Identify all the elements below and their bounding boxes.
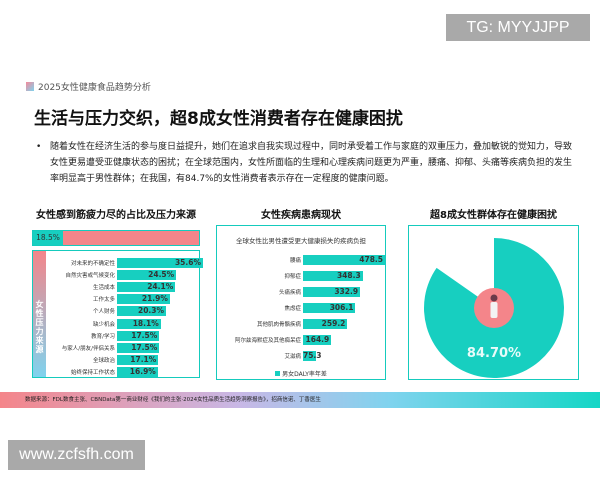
bar: 17.5% xyxy=(117,342,160,353)
row-label: 其他肌肉骨骼疾病 xyxy=(256,321,301,328)
stress-sources-chart: 女性压力来源 对未来的不确定性 35.6% 自然灾害或气候变化 24.5% 生活成本 24… xyxy=(32,250,203,378)
row-label: 与家人/朋友/伴侣关系 xyxy=(61,345,115,352)
row-label: 缺少机会 xyxy=(92,321,115,328)
row-label: 全球政治 xyxy=(92,358,115,365)
report-header: 2025女性健康食品趋势分析 xyxy=(26,80,151,93)
middle-chart-title: 女性疾病患病现状 xyxy=(261,210,341,221)
disease-row: 艾滋病 75.3 xyxy=(219,350,322,361)
health-issue-pie: 84.70% xyxy=(408,225,579,380)
legend-swatch xyxy=(275,371,281,376)
woman-figure-icon xyxy=(490,294,498,318)
row-label: 工作太多 xyxy=(92,297,115,304)
bar: 35.6% xyxy=(117,257,203,268)
pie-label: 84.70% xyxy=(467,346,521,361)
stress-row: 生活成本 24.1% xyxy=(47,281,176,292)
bar: 20.3% xyxy=(117,306,167,317)
row-label: 焦虑症 xyxy=(284,305,301,312)
legend-label: 男女DALY率年差 xyxy=(282,371,327,378)
exhausted-share-bar: 18.5% xyxy=(32,230,200,246)
row-label: 教育/学习 xyxy=(91,333,115,340)
bar: 259.2 xyxy=(303,318,348,329)
row-label: 生活成本 xyxy=(92,284,115,291)
stress-row: 与家人/朋友/伴侣关系 17.5% xyxy=(47,342,160,353)
stress-row: 对未来的不确定性 35.6% xyxy=(47,257,203,268)
row-label: 头痛疾病 xyxy=(278,289,301,296)
stress-row: 教育/学习 17.5% xyxy=(47,330,160,341)
stress-row: 缺少机会 18.1% xyxy=(47,318,161,329)
bar: 16.9% xyxy=(117,367,158,378)
bar: 306.1 xyxy=(303,302,356,313)
disease-row: 焦虑症 306.1 xyxy=(219,302,356,313)
stress-row: 自然灾害或气候变化 24.5% xyxy=(47,269,177,280)
watermark-bottom: www.zcfsfh.com xyxy=(8,440,145,470)
disease-row: 其他肌肉骨骼疾病 259.2 xyxy=(219,318,348,329)
disease-row: 抑郁症 348.3 xyxy=(219,270,363,281)
bar: 24.5% xyxy=(117,269,177,280)
bar: 348.3 xyxy=(303,270,363,281)
row-label: 抑郁症 xyxy=(284,273,301,280)
stress-row: 个人财务 20.3% xyxy=(47,306,167,317)
bar: 17.5% xyxy=(117,330,160,341)
watermark-top: TG: MYYJJPP xyxy=(446,14,590,41)
bar: 24.1% xyxy=(117,281,176,292)
bar: 18.1% xyxy=(117,318,161,329)
row-label: 艾滋病 xyxy=(284,353,301,360)
disease-row: 头痛疾病 332.9 xyxy=(219,286,361,297)
data-source-footer: 数据来源：FDL数食主张、CBNData第一商业财经《我们的主张·2024女性品… xyxy=(0,392,600,408)
bar: 21.9% xyxy=(117,294,170,305)
logo-icon xyxy=(26,82,34,91)
disease-chart: 全球女性比男性遭受更大健康损失的疾病负担 腰痛 478.5 抑郁症 348.3 头痛疾病… xyxy=(216,225,386,380)
side-label: 女性压力来源 xyxy=(33,251,46,377)
row-label: 腰痛 xyxy=(289,257,301,264)
row-label: 个人财务 xyxy=(92,309,115,316)
bar: 75.3 xyxy=(303,350,322,361)
stress-row: 工作太多 21.9% xyxy=(47,294,170,305)
bar: 17.1% xyxy=(117,355,159,366)
left-chart-title: 女性感到筋疲力尽的占比及压力来源 xyxy=(36,210,196,221)
pie-svg: 84.70% xyxy=(424,238,564,378)
stress-row: 全球政治 17.1% xyxy=(47,355,159,366)
legend: 男女DALY率年差 xyxy=(217,369,385,378)
exhausted-share-label: 18.5% xyxy=(33,231,63,245)
right-chart-title: 超8成女性群体存在健康困扰 xyxy=(430,210,557,221)
row-label: 对未来的不确定性 xyxy=(70,260,115,267)
row-label: 始终保持工作状态 xyxy=(70,370,115,377)
report-name: 2025女性健康食品趋势分析 xyxy=(38,83,151,93)
bar: 332.9 xyxy=(303,286,361,297)
page-title: 生活与压力交织，超8成女性消费者存在健康困扰 xyxy=(34,109,403,129)
disease-row: 腰痛 478.5 xyxy=(219,254,385,265)
row-label: 阿尔兹海默症及其他痴呆症 xyxy=(234,337,301,344)
bar: 164.9 xyxy=(303,334,332,345)
disease-row: 阿尔兹海默症及其他痴呆症 164.9 xyxy=(219,334,332,345)
bar: 478.5 xyxy=(303,254,385,265)
disease-chart-subtitle: 全球女性比男性遭受更大健康损失的疾病负担 xyxy=(236,237,366,245)
row-label: 自然灾害或气候变化 xyxy=(65,272,115,279)
summary-paragraph: 随着女性在经济生活的参与度日益提升，她们在追求自我实现过程中，同时承受着工作与家… xyxy=(36,139,576,187)
stress-row: 始终保持工作状态 16.9% xyxy=(47,367,158,378)
